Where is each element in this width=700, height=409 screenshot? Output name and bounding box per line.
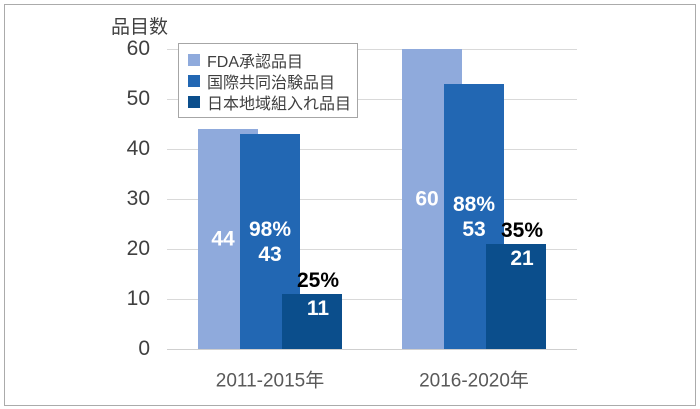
y-tick-label: 0 bbox=[138, 337, 150, 360]
legend-label: FDA承認品目 bbox=[207, 53, 304, 71]
gridline bbox=[167, 348, 577, 350]
bar-value-label: 44 bbox=[211, 227, 235, 251]
gridline bbox=[167, 48, 577, 50]
legend: FDA承認品目国際共同治験品目 日本地域組入れ品目 bbox=[178, 43, 358, 118]
bar-value-label: 43 bbox=[258, 242, 282, 266]
legend-item: FDA承認品目 bbox=[188, 49, 351, 71]
bar-value-label: 11 bbox=[306, 297, 330, 320]
gridline bbox=[167, 248, 577, 250]
bar bbox=[282, 294, 342, 349]
pct-label: 88% bbox=[452, 192, 496, 216]
legend-item: 国際共同治験品目 bbox=[188, 70, 351, 92]
gridline bbox=[167, 198, 577, 200]
y-tick-label: 60 bbox=[126, 37, 150, 60]
gridline bbox=[167, 298, 577, 300]
gridline bbox=[167, 148, 577, 150]
legend-swatch-icon bbox=[188, 53, 200, 66]
legend-item: 日本地域組入れ品目 bbox=[188, 91, 352, 113]
pct-label: 35% bbox=[500, 219, 544, 242]
bar-value-label: 21 bbox=[510, 247, 534, 270]
bar bbox=[486, 244, 546, 349]
y-tick-label: 10 bbox=[126, 287, 150, 310]
gridline bbox=[167, 98, 577, 100]
legend-swatch-icon bbox=[188, 74, 200, 87]
y-tick-label: 20 bbox=[126, 237, 150, 260]
bar-value-label: 60 bbox=[415, 187, 439, 211]
x-category-label: 2016-2020年 bbox=[419, 370, 529, 392]
y-tick-label: 40 bbox=[126, 137, 150, 160]
plot-area: 44 60 98% 43 88% 53 25% 11 35% 21 bbox=[167, 48, 577, 350]
bar-label-group: 98% 43 bbox=[249, 217, 291, 267]
y-tick-label: 30 bbox=[126, 187, 150, 210]
bar-value-label: 53 bbox=[462, 217, 486, 241]
legend-swatch-icon bbox=[188, 95, 200, 108]
y-axis-title: 品目数 bbox=[111, 17, 169, 38]
legend-label: 国際共同治験品目 bbox=[207, 74, 336, 92]
legend-label: 日本地域組入れ品目 bbox=[207, 95, 352, 113]
bar-label-group: 88% 53 bbox=[453, 192, 495, 242]
y-axis: 0 10 20 30 40 50 60 bbox=[0, 0, 158, 409]
pct-label: 25% bbox=[296, 269, 340, 292]
y-tick-label: 50 bbox=[126, 87, 150, 110]
pct-label: 98% bbox=[248, 217, 292, 241]
x-category-label: 2011-2015年 bbox=[215, 370, 325, 392]
